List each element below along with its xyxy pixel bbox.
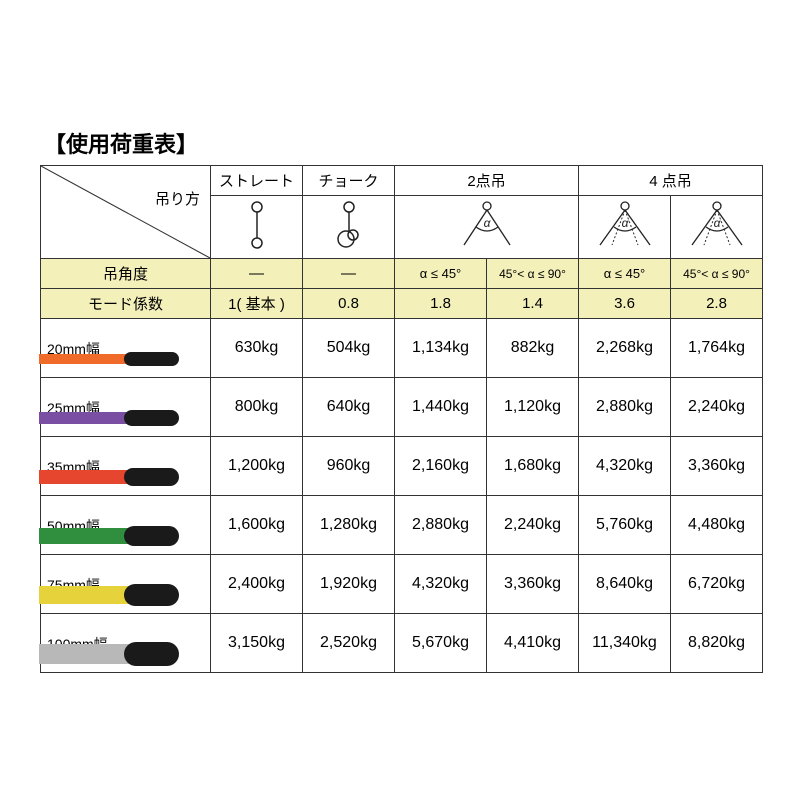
four-point-icon-a: α <box>579 196 671 259</box>
value-cell: 5,760kg <box>579 496 671 555</box>
col-header-2point: 2点吊 <box>395 166 579 196</box>
diagonal-line-icon <box>41 166 210 258</box>
value-cell: 1,200kg <box>211 437 303 496</box>
angle-cell: 45°< α ≤ 90° <box>487 259 579 289</box>
value-cell: 4,320kg <box>579 437 671 496</box>
angle-cell: α ≤ 45° <box>395 259 487 289</box>
product-cell: 20mm幅 <box>41 319 211 378</box>
value-cell: 1,280kg <box>303 496 395 555</box>
col-header-straight: ストレート <box>211 166 303 196</box>
value-cell: 630kg <box>211 319 303 378</box>
svg-text:α: α <box>713 216 721 230</box>
sling-icon <box>39 579 189 611</box>
mode-cell: 3.6 <box>579 289 671 319</box>
sling-icon <box>39 343 189 375</box>
value-cell: 3,360kg <box>487 555 579 614</box>
value-cell: 5,670kg <box>395 614 487 673</box>
value-cell: 2,400kg <box>211 555 303 614</box>
value-cell: 1,134kg <box>395 319 487 378</box>
value-cell: 6,720kg <box>671 555 763 614</box>
value-cell: 640kg <box>303 378 395 437</box>
product-cell: 100mm幅 <box>41 614 211 673</box>
value-cell: 1,120kg <box>487 378 579 437</box>
four-point-icon-b: α <box>671 196 763 259</box>
sling-icon <box>39 520 189 552</box>
value-cell: 2,240kg <box>487 496 579 555</box>
value-cell: 8,820kg <box>671 614 763 673</box>
two-point-icon: α <box>395 196 579 259</box>
sling-icon <box>39 402 189 434</box>
value-cell: 504kg <box>303 319 395 378</box>
value-cell: 1,920kg <box>303 555 395 614</box>
value-cell: 3,150kg <box>211 614 303 673</box>
product-cell: 25mm幅 <box>41 378 211 437</box>
mode-cell: 1.8 <box>395 289 487 319</box>
value-cell: 882kg <box>487 319 579 378</box>
table-row: 25mm幅800kg640kg1,440kg1,120kg2,880kg2,24… <box>41 378 763 437</box>
page-title: 【使用荷重表】 <box>44 127 760 159</box>
product-cell: 50mm幅 <box>41 496 211 555</box>
angle-row-label: 吊角度 <box>41 259 211 289</box>
value-cell: 1,440kg <box>395 378 487 437</box>
angle-cell: 45°< α ≤ 90° <box>671 259 763 289</box>
value-cell: 2,880kg <box>579 378 671 437</box>
svg-text:α: α <box>483 216 491 230</box>
value-cell: 2,160kg <box>395 437 487 496</box>
table-row: 50mm幅1,600kg1,280kg2,880kg2,240kg5,760kg… <box>41 496 763 555</box>
value-cell: 1,600kg <box>211 496 303 555</box>
angle-cell: ― <box>303 259 395 289</box>
table-row: 100mm幅3,150kg2,520kg5,670kg4,410kg11,340… <box>41 614 763 673</box>
table-row: 75mm幅2,400kg1,920kg4,320kg3,360kg8,640kg… <box>41 555 763 614</box>
mode-cell: 1( 基本 ) <box>211 289 303 319</box>
straight-icon <box>211 196 303 259</box>
value-cell: 8,640kg <box>579 555 671 614</box>
value-cell: 2,240kg <box>671 378 763 437</box>
angle-row: 吊角度 ― ― α ≤ 45° 45°< α ≤ 90° α ≤ 45° 45°… <box>41 259 763 289</box>
table-row: 35mm幅1,200kg960kg2,160kg1,680kg4,320kg3,… <box>41 437 763 496</box>
svg-text:α: α <box>621 216 629 230</box>
value-cell: 2,268kg <box>579 319 671 378</box>
table-row: 20mm幅630kg504kg1,134kg882kg2,268kg1,764k… <box>41 319 763 378</box>
value-cell: 4,320kg <box>395 555 487 614</box>
mode-row: モード係数 1( 基本 ) 0.8 1.8 1.4 3.6 2.8 <box>41 289 763 319</box>
sling-icon <box>39 638 189 670</box>
product-cell: 35mm幅 <box>41 437 211 496</box>
col-header-choke: チョーク <box>303 166 395 196</box>
angle-cell: ― <box>211 259 303 289</box>
value-cell: 1,764kg <box>671 319 763 378</box>
col-header-4point: 4 点吊 <box>579 166 763 196</box>
choke-icon <box>303 196 395 259</box>
value-cell: 2,880kg <box>395 496 487 555</box>
mode-cell: 0.8 <box>303 289 395 319</box>
mode-cell: 2.8 <box>671 289 763 319</box>
value-cell: 800kg <box>211 378 303 437</box>
sling-icon <box>39 461 189 493</box>
mode-cell: 1.4 <box>487 289 579 319</box>
angle-cell: α ≤ 45° <box>579 259 671 289</box>
load-table-document: 【使用荷重表】 吊り方 ストレート チョーク 2点吊 4 点吊 <box>40 127 760 673</box>
hanging-method-label: 吊り方 <box>155 188 200 209</box>
product-cell: 75mm幅 <box>41 555 211 614</box>
value-cell: 1,680kg <box>487 437 579 496</box>
value-cell: 3,360kg <box>671 437 763 496</box>
value-cell: 11,340kg <box>579 614 671 673</box>
value-cell: 2,520kg <box>303 614 395 673</box>
value-cell: 960kg <box>303 437 395 496</box>
value-cell: 4,480kg <box>671 496 763 555</box>
mode-row-label: モード係数 <box>41 289 211 319</box>
header-row-methods: 吊り方 ストレート チョーク 2点吊 4 点吊 <box>41 166 763 196</box>
value-cell: 4,410kg <box>487 614 579 673</box>
hanging-method-header: 吊り方 <box>41 166 211 259</box>
load-table: 吊り方 ストレート チョーク 2点吊 4 点吊 <box>40 165 763 673</box>
